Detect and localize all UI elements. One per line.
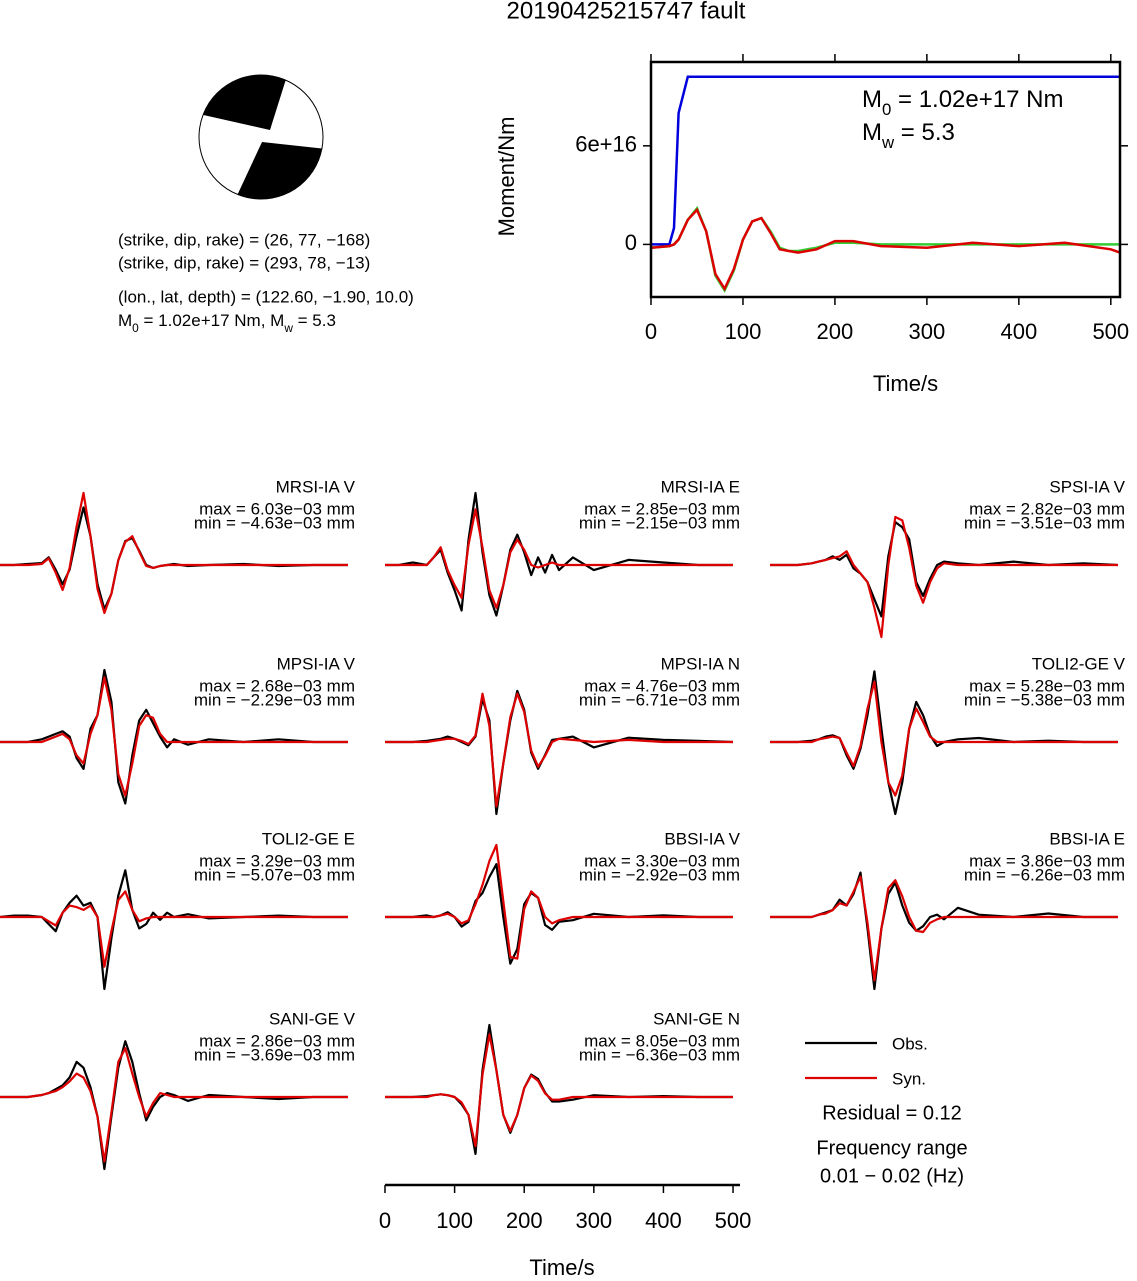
beachball [198,74,324,200]
station-label: TOLI2-GE E [262,829,355,848]
obs-trace [770,871,1118,991]
syn-trace [0,890,348,968]
station-label: SPSI-IA V [1049,477,1125,496]
syn-trace [770,515,1118,639]
syn-trace [770,680,1118,797]
text-part: = 5.3 [894,119,955,146]
subscript: 0 [132,321,139,335]
station-label: MPSI-IA V [277,654,356,673]
min-label: min = −3.51e−03 mm [964,513,1125,532]
min-label: min = −2.29e−03 mm [194,690,355,709]
text-part: = 5.3 [293,311,336,330]
subscript: w [881,133,895,152]
text-part: = 1.02e+17 Nm [891,86,1063,113]
min-label: min = −5.07e−03 mm [194,865,355,884]
station-label: TOLI2-GE V [1032,654,1126,673]
x-tick-label: 0 [645,319,657,344]
y-axis-label: Moment/Nm [494,117,519,237]
moment-line [650,207,1121,292]
syn-trace [0,1047,348,1163]
x-tick-label: 400 [645,1208,682,1233]
max-label: max = 2.68e−03 mm [199,676,355,695]
station-label: SANI-GE V [269,1009,356,1028]
legend-label: Syn. [892,1069,926,1088]
obs-trace [0,869,348,991]
x-tick-label: 200 [817,319,854,344]
syn-trace [0,491,348,615]
x-tick-label: 400 [1000,319,1037,344]
max-label: max = 3.30e−03 mm [584,851,740,870]
min-label: min = −2.15e−03 mm [579,513,740,532]
min-label: min = −6.36e−03 mm [579,1045,740,1064]
max-label: max = 2.85e−03 mm [584,499,740,518]
beachball-outline [198,74,324,200]
syn-trace [385,1033,733,1148]
max-label: max = 4.76e−03 mm [584,676,740,695]
x-tick-label: 300 [575,1208,612,1233]
station-label: MRSI-IA V [276,477,356,496]
legend-label: Obs. [892,1034,928,1053]
station-label: SANI-GE N [653,1009,740,1028]
x-tick-label: 100 [725,319,762,344]
x-axis-label: Time/s [529,1255,594,1280]
text-part: M [118,311,132,330]
subscript: 0 [882,100,891,119]
max-label: max = 2.82e−03 mm [969,499,1125,518]
residual: Residual = 0.12 [822,1102,962,1124]
station-label: MPSI-IA N [661,654,740,673]
x-tick-label: 200 [506,1208,543,1233]
x-tick-label: 0 [379,1208,391,1233]
max-label: max = 3.86e−03 mm [969,851,1125,870]
x-tick-label: 500 [1092,319,1129,344]
max-label: max = 6.03e−03 mm [199,499,355,518]
syn-trace [385,508,733,609]
station-label: BBSI-IA V [664,829,740,848]
subscript: w [283,321,293,335]
max-label: max = 2.86e−03 mm [199,1031,355,1050]
min-label: min = −6.71e−03 mm [579,690,740,709]
fault-line: (lon., lat, depth) = (122.60, −1.90, 10.… [118,287,414,306]
frequency-range: 0.01 − 0.02 (Hz) [820,1165,964,1187]
fault-moment: M0 = 1.02e+17 Nm, Mw = 5.3 [118,311,336,335]
x-axis-label: Time/s [873,371,938,396]
station-label: MRSI-IA E [661,477,740,496]
frequency-range: Frequency range [816,1137,967,1159]
syn-trace [770,875,1118,982]
syn-trace [0,676,348,797]
x-tick-label: 100 [436,1208,473,1233]
y-tick-label: 6e+16 [575,132,637,157]
x-tick-label: 500 [715,1208,752,1233]
moment-line [651,75,1120,246]
min-label: min = −3.69e−03 mm [194,1045,355,1064]
moment-annotation: Mw = 5.3 [862,119,955,152]
figure-title: 20190425215747 fault [507,0,746,24]
min-label: min = −5.38e−03 mm [964,690,1125,709]
min-label: min = −6.26e−03 mm [964,865,1125,884]
max-label: max = 5.28e−03 mm [969,676,1125,695]
fault-line: (strike, dip, rake) = (293, 78, −13) [118,253,370,272]
max-label: max = 3.29e−03 mm [199,851,355,870]
x-tick-label: 300 [909,319,946,344]
min-label: min = −2.92e−03 mm [579,865,740,884]
obs-trace [770,521,1119,618]
y-tick-label: 0 [625,230,637,255]
syn-trace [385,692,733,808]
syn-trace [385,843,733,960]
text-part: = 1.02e+17 Nm, M [139,311,285,330]
moment-annotation: M0 = 1.02e+17 Nm [862,86,1063,119]
plot-frame [649,60,1122,299]
moment-line [650,205,1120,294]
max-label: max = 8.05e−03 mm [584,1031,740,1050]
text-part: M [862,86,882,113]
text-part: M [862,119,882,146]
fault-line: (strike, dip, rake) = (26, 77, −168) [118,230,370,249]
min-label: min = −4.63e−03 mm [194,513,355,532]
station-label: BBSI-IA E [1049,829,1125,848]
